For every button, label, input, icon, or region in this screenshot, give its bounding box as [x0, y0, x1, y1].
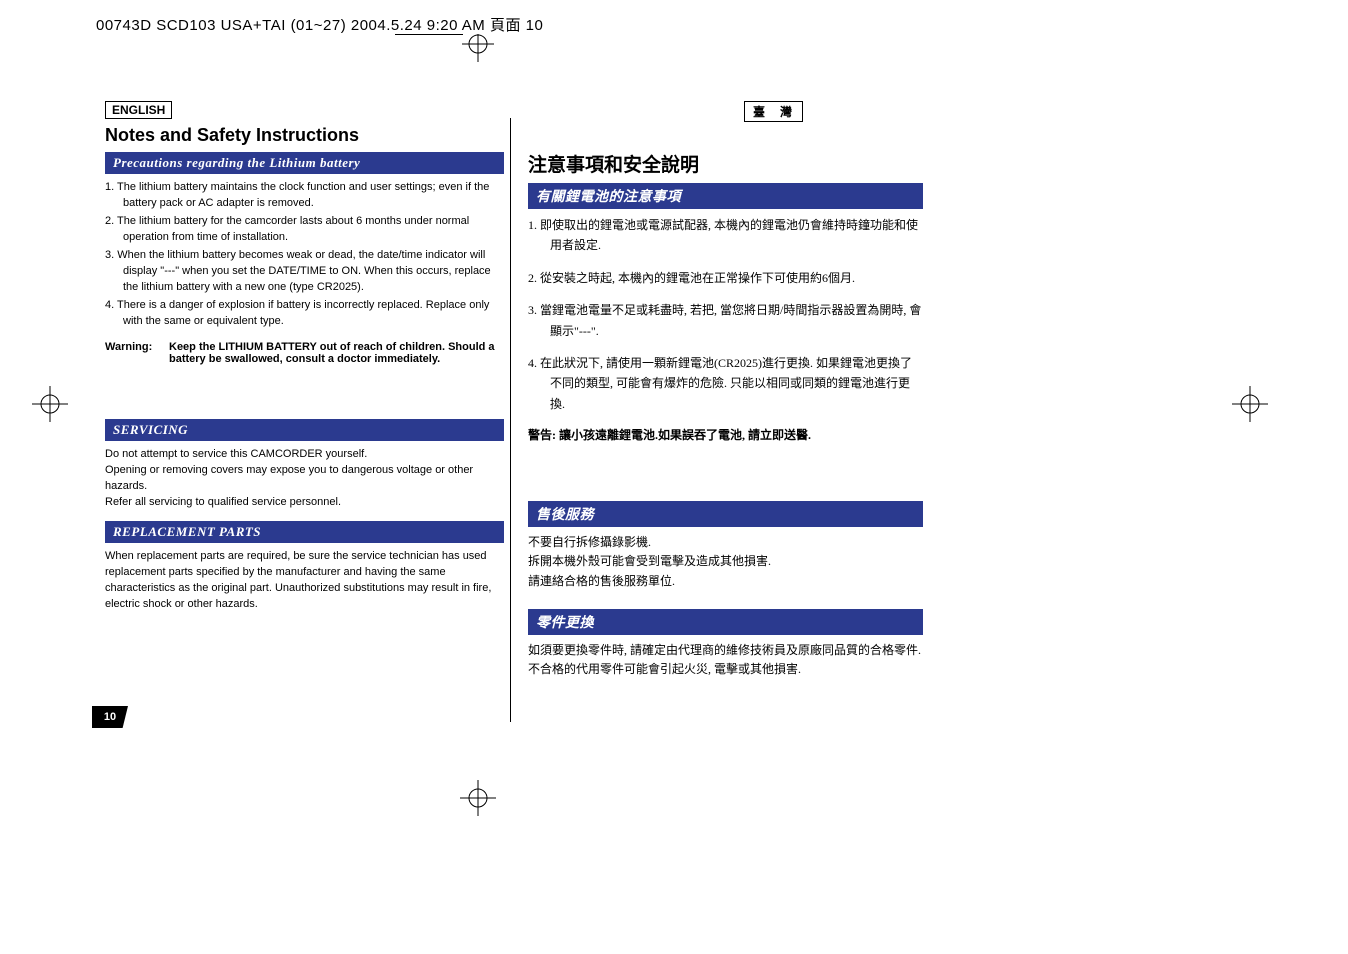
section-heading-lithium-en: Precautions regarding the Lithium batter… — [105, 152, 504, 174]
servicing-zh-line2: 拆開本機外殼可能會受到電擊及造成其他損害. — [528, 554, 771, 568]
list-item: 4. 在此狀況下, 請使用一顆新鋰電池(CR2025)進行更換. 如果鋰電池更換… — [528, 353, 923, 414]
list-item: 4. There is a danger of explosion if bat… — [105, 298, 504, 330]
page-number-badge: 10 — [92, 706, 128, 728]
warning-block-zh: 警告: 讓小孩遠離鋰電池.如果誤吞了電池, 請立即送醫. — [528, 426, 923, 443]
warning-block-en: Warning: Keep the LITHIUM BATTERY out of… — [105, 341, 504, 365]
servicing-line3: Refer all servicing to qualified service… — [105, 496, 341, 508]
servicing-zh-line1: 不要自行拆修攝錄影機. — [528, 535, 651, 549]
registration-mark-right — [1230, 384, 1270, 429]
servicing-line1: Do not attempt to service this CAMCORDER… — [105, 448, 367, 460]
page-content: ENGLISH Notes and Safety Instructions Pr… — [104, 100, 924, 690]
left-column-english: ENGLISH Notes and Safety Instructions Pr… — [105, 101, 514, 689]
list-item: 1. The lithium battery maintains the clo… — [105, 180, 504, 212]
lithium-precautions-list-zh: 1. 即使取出的鋰電池或電源試配器, 本機內的鋰電池仍會維持時鐘功能和使用者設定… — [528, 215, 923, 414]
section-heading-servicing-zh: 售後服務 — [528, 501, 923, 527]
servicing-line2: Opening or removing covers may expose yo… — [105, 464, 473, 492]
parts-text-en: When replacement parts are required, be … — [105, 549, 504, 613]
page-title-en: Notes and Safety Instructions — [105, 125, 504, 146]
parts-text-zh: 如須要更換零件時, 請確定由代理商的維修技術員及原廠同品質的合格零件. 不合格的… — [528, 641, 923, 679]
list-item: 3. 當鋰電池電量不足或耗盡時, 若把, 當您將日期/時間指示器設置為開時, 會… — [528, 300, 923, 341]
parts-zh-line2: 不合格的代用零件可能會引起火災, 電擊或其他損害. — [528, 662, 801, 676]
warning-label-en: Warning: — [105, 341, 169, 365]
section-heading-lithium-zh: 有關鋰電池的注意事項 — [528, 183, 923, 209]
lithium-precautions-list-en: 1. The lithium battery maintains the clo… — [105, 180, 504, 329]
header-underline — [395, 34, 463, 35]
list-item: 2. The lithium battery for the camcorder… — [105, 214, 504, 246]
section-heading-parts-zh: 零件更換 — [528, 609, 923, 635]
registration-mark-bottom — [458, 778, 498, 823]
section-heading-servicing-en: SERVICING — [105, 419, 504, 441]
right-column-chinese: 臺 灣 注意事項和安全說明 有關鋰電池的注意事項 1. 即使取出的鋰電池或電源試… — [514, 101, 923, 689]
document-header-filename: 00743D SCD103 USA+TAI (01~27) 2004.5.24 … — [96, 14, 543, 35]
list-item: 2. 從安裝之時起, 本機內的鋰電池在正常操作下可使用約6個月. — [528, 268, 923, 288]
list-item: 1. 即使取出的鋰電池或電源試配器, 本機內的鋰電池仍會維持時鐘功能和使用者設定… — [528, 215, 923, 256]
registration-mark-top — [458, 34, 498, 74]
page-title-zh: 注意事項和安全說明 — [528, 150, 923, 177]
section-heading-parts-en: REPLACEMENT PARTS — [105, 521, 504, 543]
language-label-zh: 臺 灣 — [744, 101, 803, 122]
list-item: 3. When the lithium battery becomes weak… — [105, 248, 504, 296]
registration-mark-left — [30, 384, 70, 429]
language-label-en: ENGLISH — [105, 101, 172, 119]
servicing-zh-line3: 請連絡合格的售後服務單位. — [528, 574, 675, 588]
parts-zh-line1: 如須要更換零件時, 請確定由代理商的維修技術員及原廠同品質的合格零件. — [528, 643, 921, 657]
warning-body-en: Keep the LITHIUM BATTERY out of reach of… — [169, 341, 504, 365]
servicing-text-en: Do not attempt to service this CAMCORDER… — [105, 447, 504, 511]
servicing-text-zh: 不要自行拆修攝錄影機. 拆開本機外殼可能會受到電擊及造成其他損害. 請連絡合格的… — [528, 533, 923, 591]
